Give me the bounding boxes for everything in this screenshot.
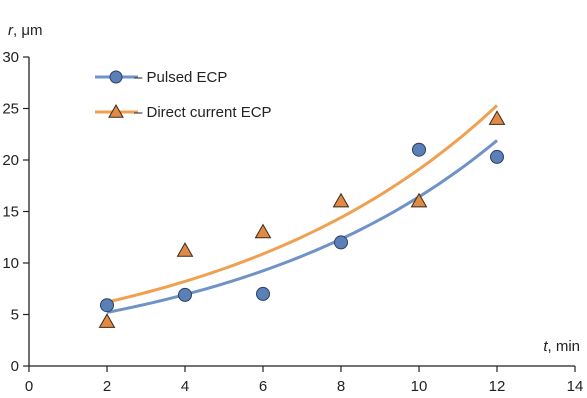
y-tick-label: 5: [11, 307, 19, 324]
point-pulsed: [335, 236, 348, 249]
x-tick-label: 10: [411, 378, 428, 395]
x-tick-label: 0: [25, 378, 33, 395]
trend-line-direct-current: [107, 105, 497, 302]
point-pulsed: [179, 288, 192, 301]
x-tick-label: 4: [181, 378, 189, 395]
point-direct-current: [490, 111, 505, 124]
y-tick-label: 10: [2, 255, 19, 272]
y-tick-label: 15: [2, 204, 19, 221]
point-direct-current: [256, 225, 271, 238]
legend-label-direct-current: – Direct current ECP: [134, 104, 272, 121]
x-tick-label: 6: [259, 378, 267, 395]
legend: – Pulsed ECP – Direct current ECP: [95, 69, 272, 121]
y-tick-label: 20: [2, 152, 19, 169]
x-tick-label: 8: [337, 378, 345, 395]
x-axis-title: t, min: [543, 338, 580, 355]
y-axis-title: r, μm: [8, 22, 42, 39]
point-pulsed: [491, 150, 504, 163]
point-direct-current: [178, 243, 193, 256]
legend-label-pulsed: – Pulsed ECP: [134, 69, 227, 86]
y-axis-ticks: 0 5 10 15 20 25 30: [2, 49, 29, 375]
point-pulsed: [101, 299, 114, 312]
point-direct-current: [100, 314, 115, 327]
x-tick-label: 14: [567, 378, 584, 395]
x-axis-ticks: 0 2 4 6 8 10 12 14: [25, 366, 584, 395]
legend-marker-pulsed: [110, 71, 122, 83]
y-tick-label: 0: [11, 358, 19, 375]
x-tick-label: 12: [489, 378, 506, 395]
point-pulsed: [413, 143, 426, 156]
x-tick-label: 2: [103, 378, 111, 395]
point-direct-current: [334, 194, 349, 207]
legend-entry-direct-current: – Direct current ECP: [95, 104, 272, 121]
legend-entry-pulsed: – Pulsed ECP: [95, 69, 227, 86]
y-tick-label: 30: [2, 49, 19, 66]
point-pulsed: [257, 287, 270, 300]
y-tick-label: 25: [2, 101, 19, 118]
